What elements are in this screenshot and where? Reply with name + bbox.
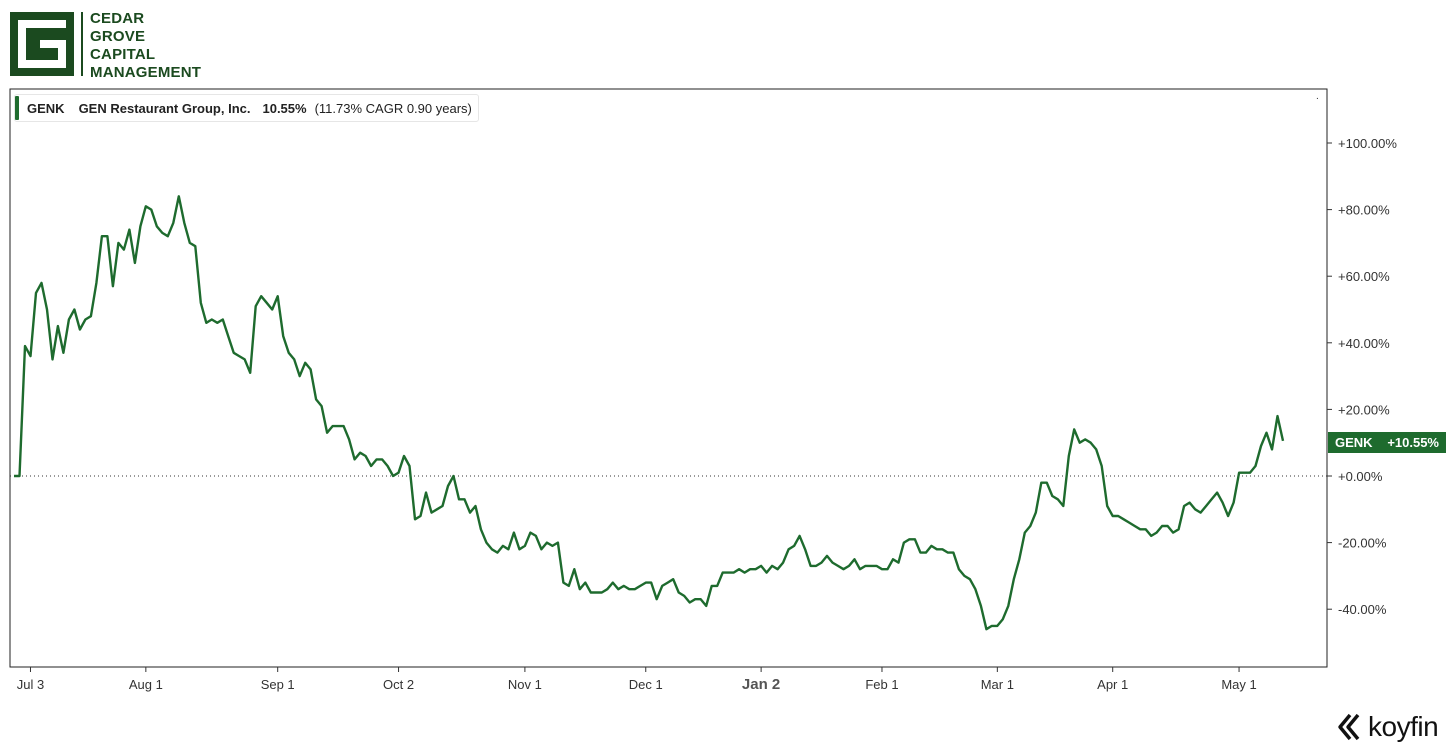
logo-line-4: MANAGEMENT — [90, 64, 202, 81]
legend-ticker: GENK — [27, 100, 65, 116]
last-value-ticker: GENK — [1335, 435, 1373, 450]
cedar-grove-logo-icon — [10, 12, 74, 76]
koyfin-wordmark: koyfin — [1368, 711, 1439, 742]
y-tick-label: +100.00% — [1338, 136, 1397, 151]
y-tick-label: +20.00% — [1338, 402, 1390, 417]
series-line-genk — [14, 195, 1285, 631]
logo-line-1: CEDAR — [90, 10, 145, 27]
legend-company-name: GEN Restaurant Group, Inc. — [78, 100, 251, 116]
x-tick-label: Sep 1 — [261, 677, 295, 692]
logo-wordmark: CEDAR GROVE CAPITAL MANAGEMENT — [90, 10, 201, 82]
last-value: +10.55% — [1387, 435, 1439, 450]
last-value-tag: GENK +10.55% — [1328, 432, 1446, 453]
y-axis: +100.00% +80.00% +60.00% +40.00% +20.00% +0.0… — [1327, 136, 1397, 617]
x-tick-label: Mar 1 — [981, 677, 1014, 692]
series-legend[interactable]: GENK GEN Restaurant Group, Inc. 10.55% (… — [14, 94, 479, 122]
legend-swatch — [15, 96, 19, 120]
y-tick-label: +60.00% — [1338, 269, 1390, 284]
legend-return: 10.55% — [262, 100, 307, 116]
x-tick-label: Nov 1 — [508, 677, 542, 692]
x-tick-label: Aug 1 — [129, 677, 163, 692]
y-tick-label: +40.00% — [1338, 336, 1390, 351]
y-tick-label: +80.00% — [1338, 203, 1390, 218]
x-tick-label: Jan 2 — [742, 676, 780, 693]
top-right-dot: . — [1316, 91, 1319, 102]
x-axis: Jul 3 Aug 1 Sep 1 Oct 2 Nov 1 Dec 1 Jan 2 Feb 1… — [17, 667, 1257, 693]
x-tick-label: Apr 1 — [1097, 677, 1128, 692]
x-tick-label: May 1 — [1221, 677, 1256, 692]
logo-divider — [81, 12, 83, 76]
koyfin-logo-icon — [1338, 713, 1360, 741]
legend-cagr: (11.73% CAGR 0.90 years) — [314, 100, 472, 116]
cedar-grove-logo: CEDAR GROVE CAPITAL MANAGEMENT — [10, 10, 240, 81]
logo-line-2: GROVE — [90, 28, 146, 45]
y-tick-label: -20.00% — [1338, 536, 1387, 551]
plot-frame — [9, 88, 1328, 668]
x-tick-label: Oct 2 — [383, 677, 414, 692]
logo-line-3: CAPITAL — [90, 46, 156, 63]
x-tick-label: Dec 1 — [629, 677, 663, 692]
x-tick-label: Jul 3 — [17, 677, 44, 692]
koyfin-brand: koyfin — [1336, 710, 1439, 744]
x-tick-label: Feb 1 — [865, 677, 898, 692]
y-tick-label: -40.00% — [1338, 602, 1387, 617]
y-tick-label: +0.00% — [1338, 469, 1383, 484]
